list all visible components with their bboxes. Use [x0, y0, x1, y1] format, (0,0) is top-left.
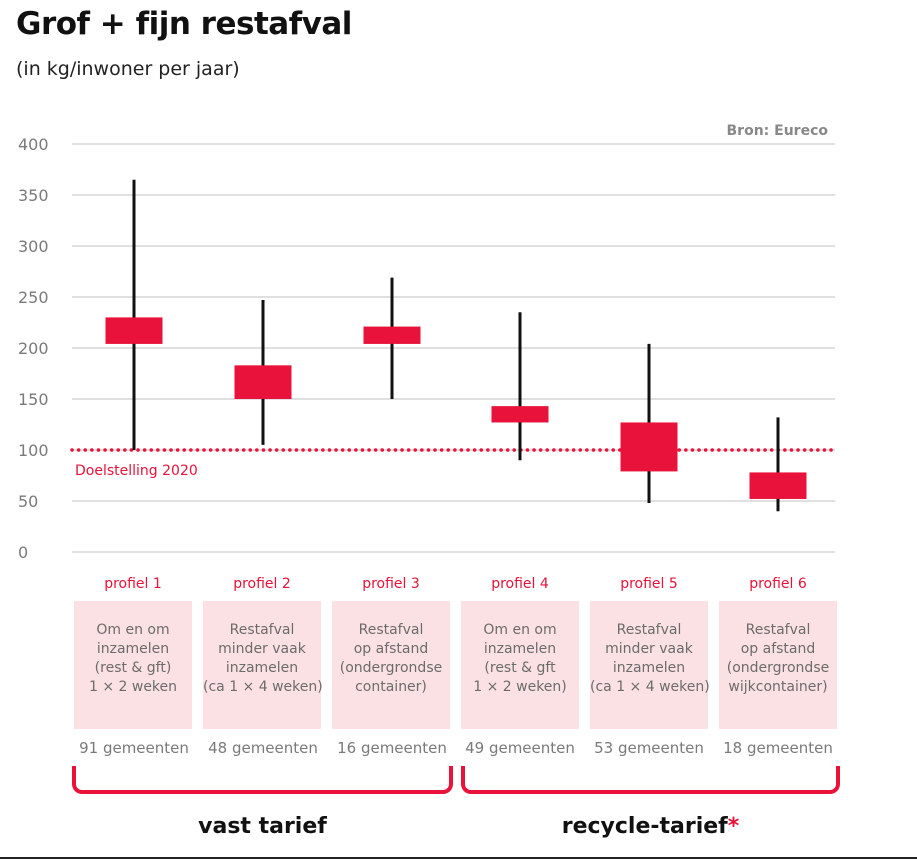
profile-description-box: Restafval op afstand (ondergrondse containe…: [332, 601, 450, 729]
municipality-count: 53 gemeenten: [594, 739, 704, 757]
group-label-vast: vast tarief: [72, 814, 453, 839]
municipality-count: 49 gemeenten: [465, 739, 575, 757]
profile-description-line: (ondergrondse: [726, 660, 830, 676]
profile-description-box: Restafval op afstand (ondergrondse wijkcont…: [719, 601, 837, 729]
profile-description-line: 1 × 2 weken): [473, 679, 567, 695]
profile-description-line: Restafval: [616, 622, 682, 638]
candles: [105, 179, 807, 512]
candle-box: [491, 406, 549, 423]
profile-description-line: 1 × 2 weken: [88, 679, 178, 695]
profile-description-line: wijkcontainer): [728, 679, 828, 695]
group-label-recycle-text: recycle-tarief: [561, 814, 728, 839]
y-tick-label: 100: [18, 441, 49, 460]
profile-description-line: minder vaak: [605, 641, 693, 657]
municipality-count: 16 gemeenten: [337, 739, 447, 757]
profile-description-line: inzamelen: [612, 660, 686, 676]
y-tick-label: 350: [18, 186, 49, 205]
candle-box: [234, 365, 292, 399]
candle-box: [105, 317, 163, 344]
candlestick-chart: 0 50 100 150 200 250 300 350 400 Bron: Eureco Do…: [18, 123, 837, 562]
profile-description-box: Restafval minder vaak inzamelen (ca 1 × 4 w…: [203, 601, 323, 729]
profile-label: profiel 5: [620, 576, 678, 592]
gridlines: [72, 143, 835, 553]
candle-box: [620, 422, 678, 472]
profile-description-line: op afstand: [353, 641, 429, 657]
profile-label: profiel 2: [233, 576, 291, 592]
municipality-count: 91 gemeenten: [79, 739, 189, 757]
profile-description-line: inzamelen: [96, 641, 170, 657]
profile-label: profiel 4: [491, 576, 549, 592]
group-bracket-recycle: [461, 766, 840, 794]
profile-description-box: Om en om inzamelen (rest & gft) 1 × 2 weken: [74, 601, 192, 729]
profile-description-line: minder vaak: [218, 641, 306, 657]
profile-label: profiel 6: [749, 576, 807, 592]
y-tick-label: 0: [18, 543, 28, 562]
y-tick-label: 250: [18, 288, 49, 307]
candle-box: [363, 326, 421, 344]
y-tick-label: 150: [18, 390, 49, 409]
profile-label: profiel 3: [362, 576, 420, 592]
profile-description-box: Om en om inzamelen (rest & gft 1 × 2 weken): [461, 601, 579, 729]
target-line-group: Doelstelling 2020: [70, 448, 837, 479]
y-tick-label: 200: [18, 339, 49, 358]
profile-description-box: Restafval minder vaak inzamelen (ca 1 × 4 w…: [590, 601, 710, 729]
profile-description-line: container): [355, 679, 427, 695]
profile-description-line: Restafval: [358, 622, 424, 638]
profile-description-line: inzamelen: [225, 660, 299, 676]
profile-label: profiel 1: [104, 576, 162, 592]
y-tick-label: 50: [18, 492, 38, 511]
municipality-count: 18 gemeenten: [723, 739, 833, 757]
y-tick-label: 300: [18, 237, 49, 256]
candle-box: [749, 472, 807, 499]
profile-description-line: (rest & gft): [94, 660, 172, 676]
profile-description-line: (ondergrondse: [339, 660, 443, 676]
group-label-vast-text: vast tarief: [198, 814, 327, 839]
municipality-count: 48 gemeenten: [208, 739, 318, 757]
group-bracket-vast: [72, 766, 453, 794]
profile-description-line: Om en om: [483, 622, 557, 638]
y-axis-ticks: 0 50 100 150 200 250 300 350 400: [18, 135, 49, 562]
group-label-recycle: recycle-tarief*: [461, 814, 840, 839]
profile-description-line: op afstand: [740, 641, 816, 657]
profile-description-line: (ca 1 × 4 weken): [203, 679, 323, 695]
profile-description-line: (ca 1 × 4 weken): [590, 679, 710, 695]
target-label: Doelstelling 2020: [75, 463, 198, 479]
profile-description-line: Restafval: [229, 622, 295, 638]
profile-description-line: Restafval: [745, 622, 811, 638]
profile-description-line: Om en om: [96, 622, 170, 638]
chart-subtitle: (in kg/inwoner per jaar): [16, 58, 240, 80]
profile-description-line: inzamelen: [483, 641, 557, 657]
source-label: Bron: Eureco: [727, 123, 829, 139]
group-label-recycle-asterisk: *: [727, 814, 740, 839]
profile-description-line: (rest & gft: [484, 660, 556, 676]
y-tick-label: 400: [18, 135, 49, 154]
bottom-rule: [0, 857, 917, 859]
chart-title: Grof + fijn restafval: [16, 6, 352, 42]
